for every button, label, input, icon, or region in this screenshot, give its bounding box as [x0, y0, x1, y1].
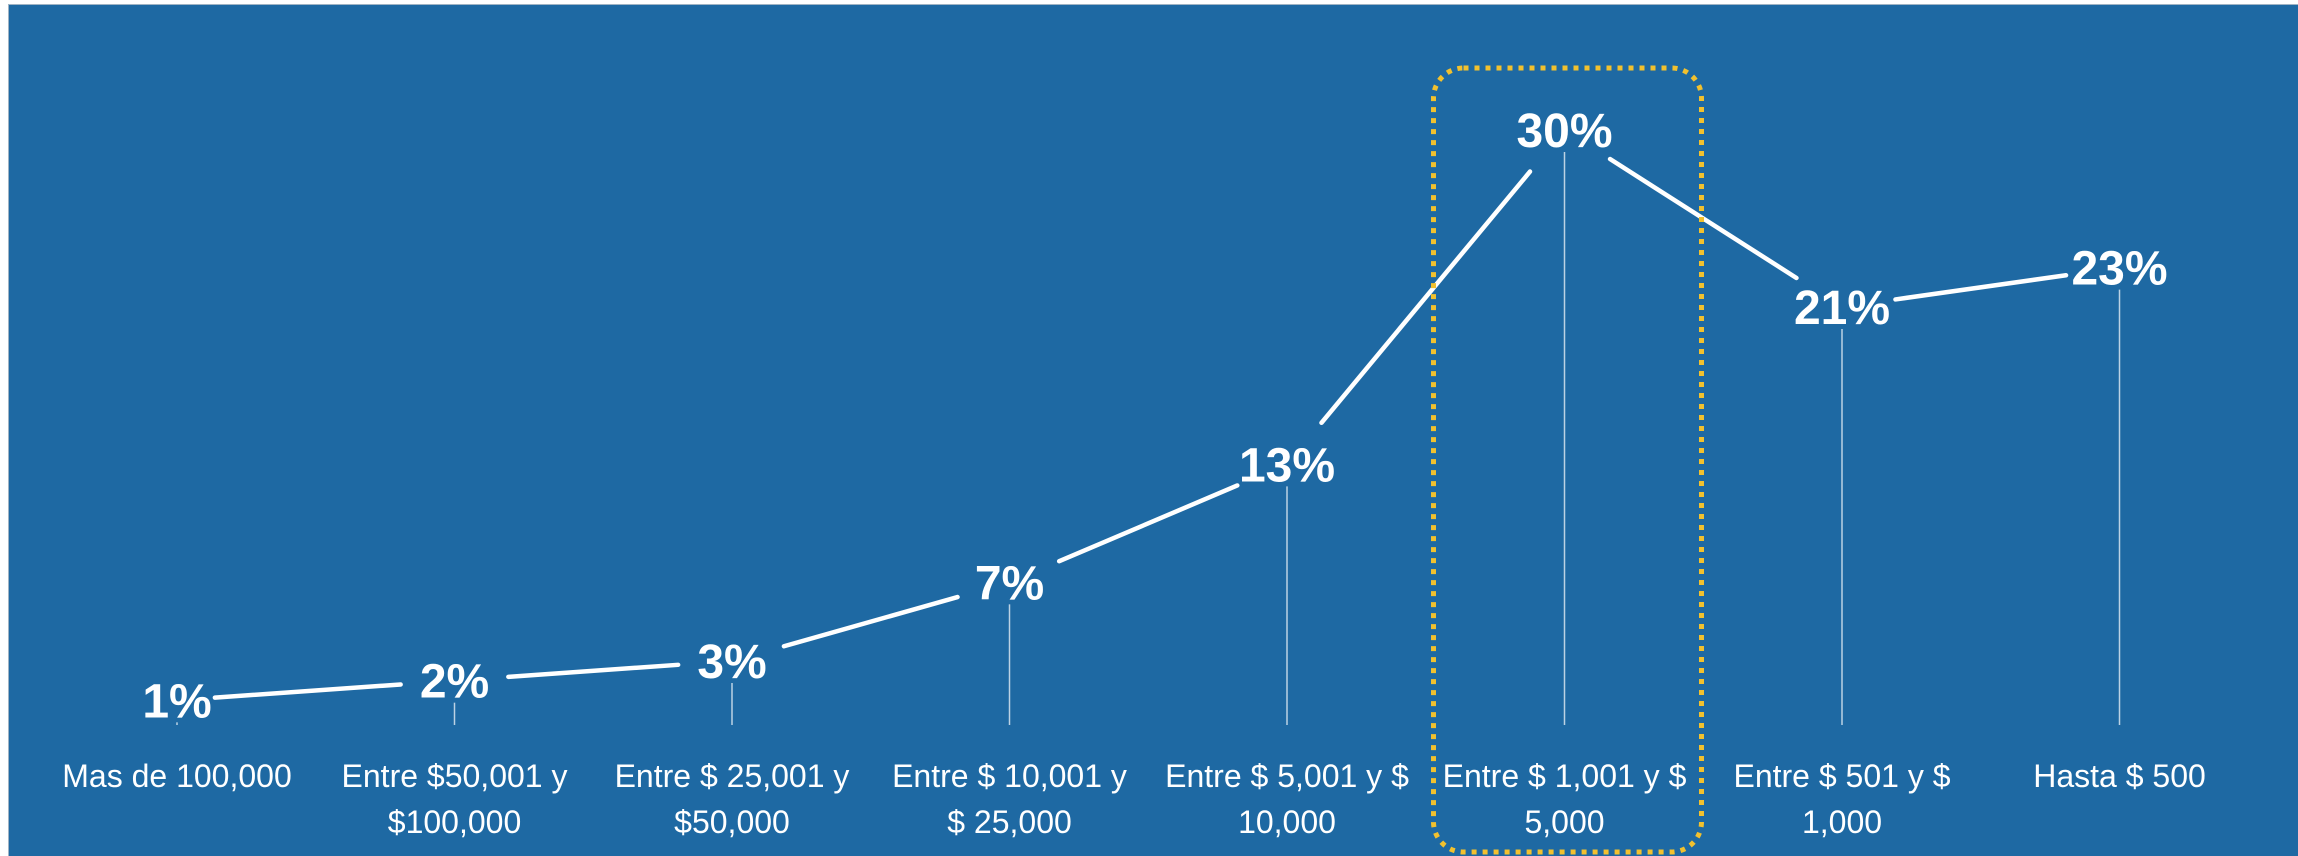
- series-segment: [1893, 272, 2069, 302]
- x-tick-label: $ 25,000: [947, 804, 1072, 840]
- x-tick-label: Entre $ 10,001 y: [892, 758, 1127, 794]
- data-label: 30%: [1516, 105, 1612, 158]
- chart-area: [8, 4, 2298, 856]
- data-label: 21%: [1794, 282, 1890, 335]
- x-tick-label: $50,000: [674, 804, 790, 840]
- series-segment: [1056, 483, 1240, 564]
- x-tick-label: 1,000: [1802, 804, 1882, 840]
- data-label: 1%: [142, 675, 211, 728]
- x-tick-label: 10,000: [1238, 804, 1336, 840]
- x-tick-label: $100,000: [388, 804, 521, 840]
- data-label: 13%: [1239, 439, 1335, 492]
- x-tick-label: Entre $ 5,001 y $: [1165, 758, 1409, 794]
- data-label: 2%: [420, 656, 489, 709]
- x-tick-label: Entre $50,001 y: [342, 758, 568, 794]
- data-label: 7%: [975, 557, 1044, 610]
- x-tick-label: 5,000: [1524, 804, 1604, 840]
- series-segment: [506, 662, 681, 680]
- x-tick-label: Hasta $ 500: [2033, 758, 2206, 794]
- data-label: 23%: [2071, 243, 2167, 296]
- x-tick-label: Mas de 100,000: [62, 758, 292, 794]
- x-tick-label: Entre $ 1,001 y $: [1443, 758, 1687, 794]
- x-tick-label: Entre $ 501 y $: [1733, 758, 1950, 794]
- highlight-box: [1431, 65, 1704, 855]
- series-segment: [212, 682, 403, 700]
- series-segment: [781, 594, 960, 649]
- x-tick-label: Entre $ 25,001 y: [615, 758, 850, 794]
- series-segment: [1319, 169, 1533, 426]
- data-label: 3%: [697, 636, 766, 689]
